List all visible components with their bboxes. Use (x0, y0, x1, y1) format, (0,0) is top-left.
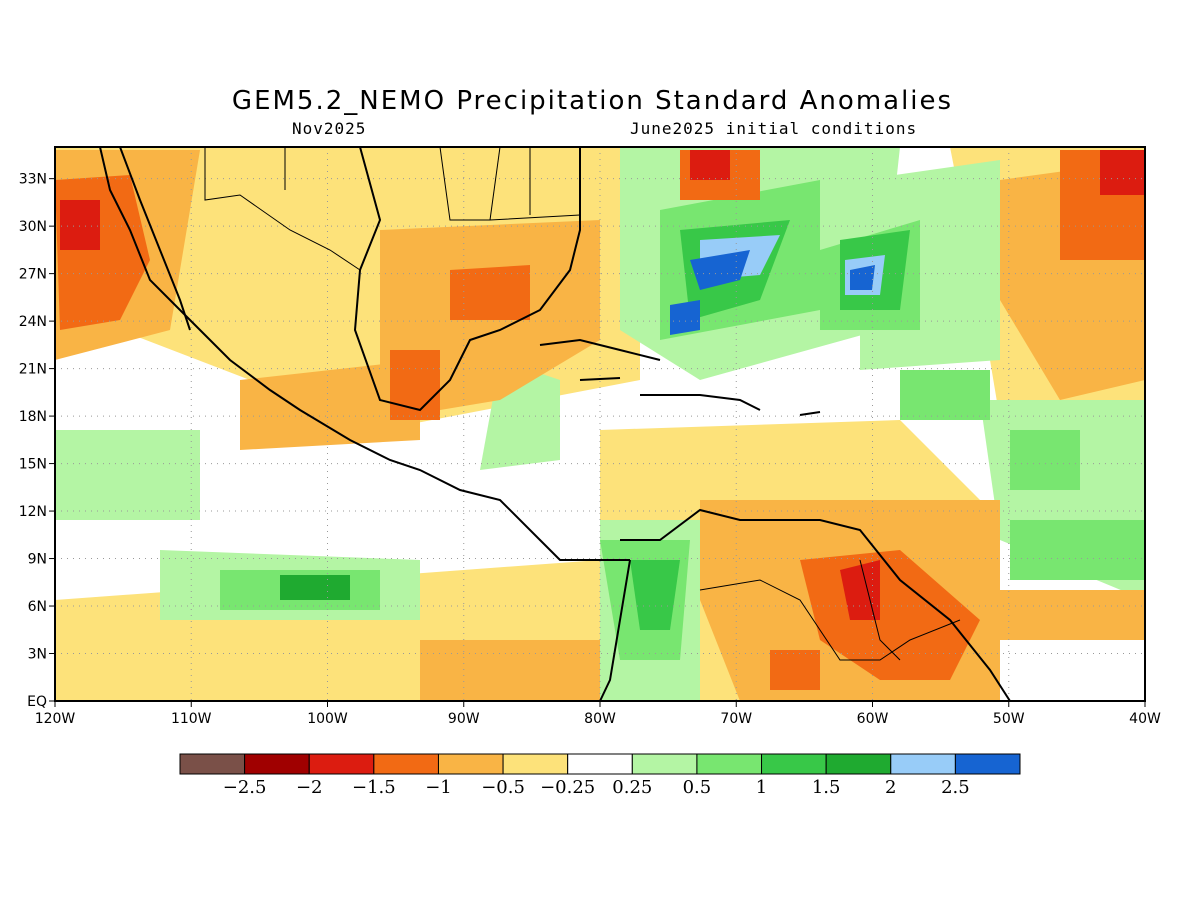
colorbar-swatch (244, 753, 310, 775)
y-tick-label: 15N (19, 457, 47, 473)
colorbar-swatch (825, 753, 892, 775)
anomaly-strong-layer (55, 150, 1145, 690)
x-axis: 120W 110W 100W 90W 80W 70W 60W 50W 40W (35, 701, 1161, 727)
colorbar-label: 1.5 (812, 777, 841, 798)
colorbar-label: 2.5 (941, 777, 970, 798)
colorbar-swatch (502, 753, 569, 775)
y-tick-label: 6N (28, 599, 47, 615)
x-tick-label: 40W (1129, 711, 1161, 727)
colorbar-swatch (437, 753, 504, 775)
colorbar-label: −2 (296, 777, 323, 798)
y-tick-label: 33N (19, 172, 47, 188)
x-tick-label: 90W (448, 711, 480, 727)
y-tick-label: 18N (19, 409, 47, 425)
colorbar-label: 0.25 (612, 777, 652, 798)
colorbar-label: −0.5 (481, 777, 525, 798)
colorbar-label: −2.5 (223, 777, 267, 798)
colorbar-label: −1.5 (352, 777, 396, 798)
colorbar-label: 0.5 (683, 777, 712, 798)
colorbar-swatch (761, 753, 827, 775)
x-tick-label: 60W (857, 711, 889, 727)
colorbar-label: 1 (756, 777, 767, 798)
colorbar-label: −1 (425, 777, 452, 798)
x-tick-label: 80W (584, 711, 616, 727)
y-tick-label: 24N (19, 314, 47, 330)
borders (204, 147, 961, 661)
y-axis: EQ 3N 6N 9N 12N 15N 18N 21N 24N 27N 30N 33N (19, 172, 55, 710)
colorbar-swatch (890, 753, 956, 775)
x-tick-label: 110W (171, 711, 212, 727)
coastlines (99, 147, 1011, 701)
colorbar-swatch (631, 753, 698, 775)
colorbar-labels: −2.5 −2 −1.5 −1 −0.5 −0.25 0.25 0.5 1 1.5 2 2.5 (223, 777, 970, 798)
lat-lon-grid (55, 147, 1145, 701)
colorbar-label: −0.25 (540, 777, 595, 798)
x-tick-label: 120W (35, 711, 76, 727)
y-tick-label: 21N (19, 362, 47, 378)
x-tick-label: 50W (993, 711, 1025, 727)
y-tick-label: 30N (19, 219, 47, 235)
colorbar-swatch (954, 753, 1021, 775)
initial-conditions-label: June2025 initial conditions (630, 119, 918, 138)
y-tick-label: 12N (19, 504, 47, 520)
colorbar-swatch (373, 753, 439, 775)
forecast-month: Nov2025 (292, 119, 367, 138)
x-tick-label: 100W (307, 711, 348, 727)
y-tick-label: 9N (28, 552, 47, 568)
colorbar-swatch (567, 753, 633, 775)
y-tick-label: EQ (27, 694, 47, 710)
x-tick-label: 70W (720, 711, 752, 727)
colorbar-label: 2 (885, 777, 896, 798)
colorbar-swatch (696, 753, 763, 775)
map-title: GEM5.2_NEMO Precipitation Standard Anoma… (231, 86, 954, 116)
anomaly-field (55, 147, 1145, 701)
colorbar-swatch (308, 753, 375, 775)
y-tick-label: 27N (19, 267, 47, 283)
colorbar-swatch (179, 753, 246, 775)
y-tick-label: 3N (28, 647, 47, 663)
colorbar (179, 753, 1021, 775)
